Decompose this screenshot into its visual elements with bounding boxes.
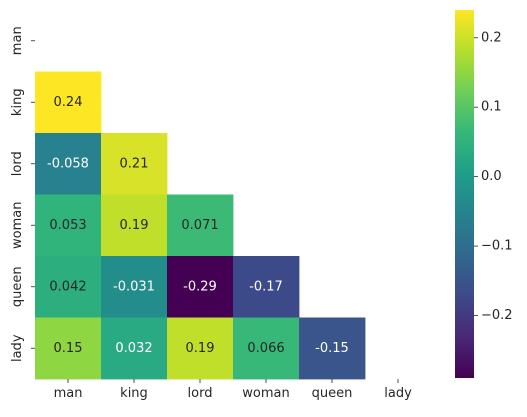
heatmap-cells: 0.24 -0.058 0.21 0.053 0.19 0.071 0.042 -0.031 -… xyxy=(35,71,366,380)
colorbar-tick-label-1: 0.1 xyxy=(481,100,502,115)
cell-label-woman-lord: 0.071 xyxy=(181,218,218,233)
cell-lord-king xyxy=(101,133,168,195)
colorbar-tick-label-4: −0.2 xyxy=(481,308,513,323)
y-tick-label-lady: lady xyxy=(10,334,25,362)
colorbar-tick-label-3: −0.1 xyxy=(481,239,513,254)
x-axis-tick-labels: man king lord woman queen lady xyxy=(54,379,412,401)
cell-label-lady-queen: -0.15 xyxy=(315,341,349,356)
x-tick-label-man: man xyxy=(54,386,83,401)
cell-label-lady-man: 0.15 xyxy=(54,341,83,356)
cell-label-lord-king: 0.21 xyxy=(120,156,149,171)
y-tick-label-queen: queen xyxy=(10,266,25,307)
y-tick-label-woman: woman xyxy=(10,202,25,249)
x-tick-label-queen: queen xyxy=(312,386,353,401)
cell-label-lady-king: 0.032 xyxy=(115,341,152,356)
colorbar-ticks: 0.2 0.1 0.0 −0.1 −0.2 xyxy=(474,30,513,323)
cell-label-lady-woman: 0.066 xyxy=(247,341,284,356)
colorbar xyxy=(455,10,474,378)
y-tick-label-king: king xyxy=(10,88,25,116)
cell-lady-lord xyxy=(167,317,234,380)
cell-woman-king xyxy=(101,194,168,257)
cell-queen-man xyxy=(35,256,102,318)
y-tick-label-lord: lord xyxy=(10,151,25,176)
colorbar-tick-label-0: 0.2 xyxy=(481,30,502,45)
y-tick-label-man: man xyxy=(10,26,25,55)
x-tick-label-king: king xyxy=(120,386,148,401)
cell-king-man xyxy=(35,71,102,134)
x-tick-label-lady: lady xyxy=(384,386,412,401)
cell-label-woman-man: 0.053 xyxy=(49,218,86,233)
cell-label-queen-woman: -0.17 xyxy=(249,279,283,294)
cell-queen-king xyxy=(101,256,168,318)
cell-lady-woman xyxy=(233,317,300,380)
cell-woman-lord xyxy=(167,194,234,257)
cell-label-queen-man: 0.042 xyxy=(49,279,86,294)
cell-lady-man xyxy=(35,317,102,380)
cell-label-queen-king: -0.031 xyxy=(113,279,155,294)
cell-lady-queen xyxy=(299,317,366,380)
cell-label-lady-lord: 0.19 xyxy=(186,341,215,356)
x-tick-label-woman: woman xyxy=(242,386,289,401)
y-axis-tick-labels: man king lord woman queen lady xyxy=(10,26,35,362)
cell-lord-man xyxy=(35,133,102,195)
x-tick-label-lord: lord xyxy=(188,386,213,401)
cell-queen-woman xyxy=(233,256,300,318)
colorbar-tick-label-2: 0.0 xyxy=(481,169,502,184)
cell-label-queen-lord: -0.29 xyxy=(183,279,217,294)
cell-woman-man xyxy=(35,194,102,257)
cell-lady-king xyxy=(101,317,168,380)
cell-queen-lord xyxy=(167,256,234,318)
cell-label-king-man: 0.24 xyxy=(54,95,83,110)
cell-label-lord-man: -0.058 xyxy=(47,156,89,171)
cell-label-woman-king: 0.19 xyxy=(120,218,149,233)
